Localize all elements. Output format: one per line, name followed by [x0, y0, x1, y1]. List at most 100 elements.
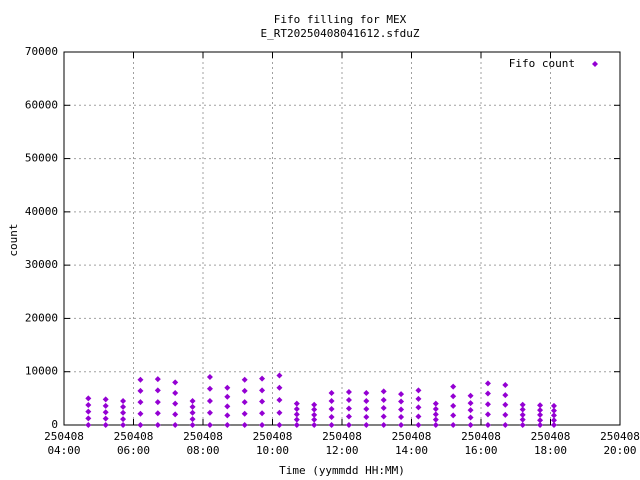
point	[363, 414, 370, 421]
point	[415, 404, 422, 411]
y-tick-label: 20000	[25, 311, 58, 324]
point	[154, 422, 161, 428]
point	[85, 408, 92, 415]
point	[85, 422, 92, 428]
x-tick-label: 250408 06:00	[113, 430, 154, 457]
point	[154, 410, 161, 417]
point	[550, 412, 557, 419]
point	[206, 398, 213, 405]
point	[550, 407, 557, 414]
point	[467, 407, 474, 414]
point	[189, 398, 196, 405]
point	[550, 422, 557, 428]
x-tick-label: 250408 14:00	[391, 430, 432, 457]
point	[328, 414, 335, 421]
point	[484, 380, 491, 387]
point	[241, 399, 248, 406]
point	[467, 414, 474, 421]
point	[537, 411, 544, 418]
point	[241, 387, 248, 394]
point	[172, 379, 179, 386]
point	[276, 409, 283, 416]
point	[120, 422, 127, 428]
point	[85, 415, 92, 422]
point	[137, 410, 144, 417]
point	[432, 400, 439, 407]
point	[85, 395, 92, 402]
point	[311, 411, 318, 418]
point	[328, 398, 335, 405]
point	[537, 417, 544, 424]
point	[293, 406, 300, 413]
point	[502, 392, 509, 399]
point	[519, 411, 526, 418]
point	[450, 383, 457, 390]
point	[311, 422, 318, 428]
point	[550, 402, 557, 409]
point	[432, 411, 439, 418]
point	[519, 401, 526, 408]
point	[120, 403, 127, 410]
point	[172, 390, 179, 397]
point	[415, 387, 422, 394]
legend-label: Fifo count	[509, 57, 575, 70]
point	[519, 406, 526, 413]
point	[467, 422, 474, 428]
point	[224, 393, 231, 400]
point	[241, 410, 248, 417]
point	[102, 396, 109, 403]
chart-title: Fifo filling for MEX	[274, 13, 407, 26]
point	[276, 422, 283, 428]
point	[363, 406, 370, 413]
point	[172, 422, 179, 428]
point	[206, 422, 213, 428]
point	[398, 422, 405, 428]
point	[276, 372, 283, 379]
point	[415, 422, 422, 428]
point	[415, 395, 422, 402]
point	[328, 406, 335, 413]
point	[519, 416, 526, 423]
point	[328, 390, 335, 397]
point	[259, 398, 266, 405]
point	[259, 410, 266, 417]
point	[189, 403, 196, 410]
point	[137, 387, 144, 394]
plot-frame	[63, 51, 621, 426]
point	[432, 422, 439, 428]
x-tick-label: 250408 10:00	[252, 430, 293, 457]
point	[293, 411, 300, 418]
x-tick-label: 250408 18:00	[530, 430, 571, 457]
y-tick-label: 40000	[25, 205, 58, 218]
point	[537, 407, 544, 414]
point	[276, 384, 283, 391]
point	[484, 401, 491, 408]
point	[450, 393, 457, 400]
point	[363, 390, 370, 397]
point	[519, 422, 526, 428]
point	[467, 400, 474, 407]
point	[380, 413, 387, 420]
point	[432, 416, 439, 423]
point	[450, 412, 457, 419]
point	[224, 403, 231, 410]
chart-subtitle: E_RT20250408041612.sfduZ	[261, 27, 420, 40]
point	[450, 402, 457, 409]
point	[537, 422, 544, 428]
point	[398, 406, 405, 413]
point	[293, 422, 300, 428]
x-tick-label: 250408 20:00	[600, 430, 640, 457]
point	[241, 376, 248, 383]
point	[154, 376, 161, 383]
point	[241, 422, 248, 428]
point	[224, 384, 231, 391]
y-tick-label: 50000	[25, 152, 58, 165]
point	[224, 422, 231, 428]
y-axis-label: count	[7, 223, 20, 256]
point	[398, 398, 405, 405]
point	[172, 400, 179, 407]
point	[206, 374, 213, 381]
point	[380, 422, 387, 428]
point	[502, 411, 509, 418]
